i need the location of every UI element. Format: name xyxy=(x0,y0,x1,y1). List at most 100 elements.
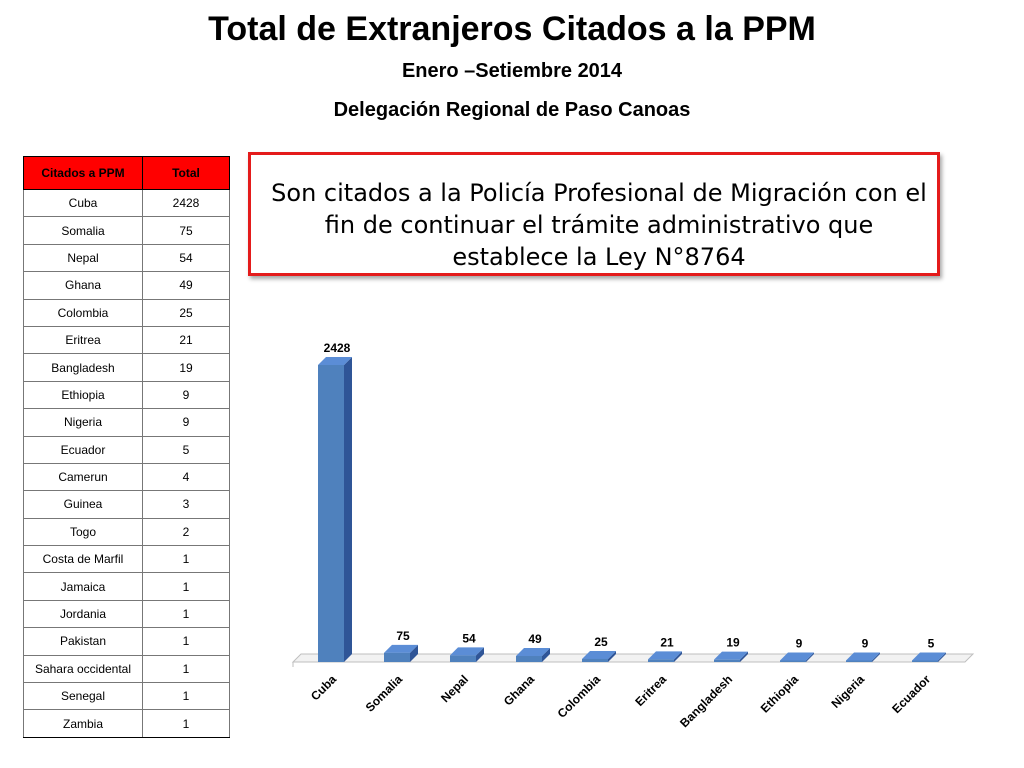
category-label: Somalia xyxy=(363,672,406,715)
table-cell-country: Senegal xyxy=(23,682,143,711)
table-header-total: Total xyxy=(142,156,230,190)
category-label: Ecuador xyxy=(889,672,933,716)
table-cell-total: 2428 xyxy=(142,188,230,218)
bar-value-label: 25 xyxy=(594,635,608,649)
table-row: Cuba 2428 xyxy=(23,188,230,218)
table-cell-total: 5 xyxy=(142,435,230,464)
bar-side xyxy=(938,652,946,662)
bar-value-label: 54 xyxy=(462,631,476,645)
table-row: Eritrea 21 xyxy=(23,325,230,355)
bar-top xyxy=(648,651,682,660)
table-cell-country: Somalia xyxy=(23,216,143,245)
bar-value-label: 21 xyxy=(660,635,674,649)
bar-top xyxy=(714,651,748,660)
bar xyxy=(516,656,542,662)
category-label: Eritrea xyxy=(632,672,669,709)
table-cell-country: Jamaica xyxy=(23,572,143,601)
bar-top xyxy=(582,650,616,659)
table-cell-total: 54 xyxy=(142,243,230,273)
bar xyxy=(582,658,608,662)
table-cell-country: Bangladesh xyxy=(23,353,143,382)
table-row: Camerun 4 xyxy=(23,462,230,492)
bar-top xyxy=(384,644,418,653)
bar xyxy=(846,660,872,662)
table-row: Zambia 1 xyxy=(23,709,230,738)
bar-top xyxy=(846,652,880,661)
table-cell-country: Eritrea xyxy=(23,325,143,355)
note-text: Son citados a la Policía Profesional de … xyxy=(271,179,927,271)
table-row: Jordania 1 xyxy=(23,599,230,629)
bar-top xyxy=(318,357,352,365)
category-label: Bangladesh xyxy=(677,672,735,730)
table-cell-total: 1 xyxy=(142,709,230,738)
table-row: Colombia 25 xyxy=(23,298,230,327)
bar-top xyxy=(780,652,814,661)
table-cell-country: Colombia xyxy=(23,298,143,327)
page-title: Total de Extranjeros Citados a la PPM xyxy=(208,10,816,48)
bar-side xyxy=(410,644,418,662)
table-cell-country: Ecuador xyxy=(23,435,143,464)
category-label: Nepal xyxy=(438,672,471,705)
table-cell-country: Sahara occidental xyxy=(23,654,143,684)
table-cell-country: Jordania xyxy=(23,599,143,629)
bar-top xyxy=(912,652,946,661)
bar-value-label: 49 xyxy=(528,632,542,646)
table-cell-country: Cuba xyxy=(23,188,143,218)
bar-side xyxy=(740,651,748,662)
category-label: Cuba xyxy=(308,672,339,703)
bar-value-label: 5 xyxy=(928,637,935,651)
bar-top xyxy=(450,647,484,656)
table-cell-total: 75 xyxy=(142,216,230,245)
bar-side xyxy=(542,648,550,662)
bar-value-label: 9 xyxy=(796,637,803,651)
table-cell-country: Ethiopia xyxy=(23,380,143,410)
table-cell-total: 21 xyxy=(142,325,230,355)
bar-value-label: 2428 xyxy=(324,341,351,355)
page-subtitle: Enero –Setiembre 2014 xyxy=(401,60,623,82)
bar-side xyxy=(476,647,484,662)
bar xyxy=(648,659,674,662)
bar xyxy=(780,660,806,662)
page-subtitle-region: Delegación Regional de Paso Canoas xyxy=(333,99,691,121)
bar-side xyxy=(806,652,814,662)
bar xyxy=(318,365,344,662)
table-row: Ecuador 5 xyxy=(23,435,230,464)
table-body: Cuba 2428 Somalia 75 Nepal 54 Ghana 49 Colombia 2… xyxy=(23,188,230,738)
bar-top xyxy=(516,648,550,657)
bar-value-label: 19 xyxy=(726,636,740,650)
bar-side xyxy=(674,651,682,662)
table-row: Costa de Marfil 1 xyxy=(23,545,230,574)
bar xyxy=(384,652,410,662)
category-label: Ghana xyxy=(501,672,538,709)
category-label: Ethiopia xyxy=(758,672,802,716)
bar xyxy=(714,659,740,662)
table-header-row: Citados a PPM Total xyxy=(23,156,230,190)
table-cell-total: 1 xyxy=(142,545,230,574)
table-cell-country: Nepal xyxy=(23,243,143,273)
table-cell-total: 49 xyxy=(142,271,230,300)
category-label: Nigeria xyxy=(828,672,867,711)
table-row: Sahara occidental 1 xyxy=(23,654,230,684)
bar xyxy=(450,655,476,662)
table-row: Ethiopia 9 xyxy=(23,380,230,410)
bar xyxy=(912,660,938,662)
table-cell-country: Guinea xyxy=(23,490,143,519)
note-box: Son citados a la Policía Profesional de … xyxy=(248,152,940,276)
table-cell-total: 9 xyxy=(142,408,230,437)
data-table: Citados a PPM Total Cuba 2428 Somalia 75 Nep… xyxy=(23,156,230,738)
table-row: Guinea 3 xyxy=(23,490,230,519)
table-row: Nigeria 9 xyxy=(23,408,230,437)
table-cell-total: 1 xyxy=(142,599,230,629)
bar-value-label: 9 xyxy=(862,637,869,651)
bar-side xyxy=(608,650,616,662)
table-cell-total: 1 xyxy=(142,627,230,656)
bar-side xyxy=(872,652,880,662)
bar-side xyxy=(344,357,352,662)
category-label: Colombia xyxy=(555,672,604,721)
bar-value-label: 75 xyxy=(396,629,410,643)
table-cell-total: 3 xyxy=(142,490,230,519)
table-row: Somalia 75 xyxy=(23,216,230,245)
table-row: Nepal 54 xyxy=(23,243,230,273)
table-cell-country: Zambia xyxy=(23,709,143,738)
